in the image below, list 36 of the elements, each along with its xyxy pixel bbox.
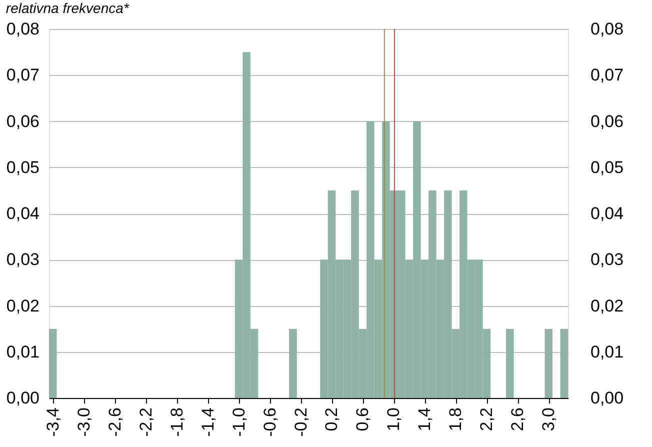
y2-tick-label: 0,06 bbox=[590, 112, 624, 131]
x-tick-label: -3,4 bbox=[43, 408, 62, 437]
x-tick-label: -0,6 bbox=[260, 408, 280, 437]
y-tick-label: 0,02 bbox=[6, 296, 40, 316]
y2-tick-label: 0,07 bbox=[590, 66, 624, 85]
y-tick-label: 0,01 bbox=[6, 342, 40, 362]
x-tick-label: -1,0 bbox=[229, 408, 248, 437]
x-tick-label: 2,2 bbox=[477, 408, 496, 432]
y2-tick-label: 0,01 bbox=[590, 342, 624, 362]
y2-tick-label: 0,02 bbox=[590, 296, 624, 316]
x-tick-label: 0,6 bbox=[353, 408, 372, 432]
y-tick-label: 0,08 bbox=[6, 20, 40, 38]
y-tick-label: 0,00 bbox=[6, 388, 40, 408]
y2-tick-label: 0,05 bbox=[590, 158, 624, 177]
y-tick-label: 0,07 bbox=[6, 66, 40, 85]
x-tick-label: -0,2 bbox=[291, 408, 310, 437]
x-tick-label: 1,8 bbox=[446, 408, 466, 432]
x-tick-label: 2,6 bbox=[508, 408, 528, 432]
y2-tick-label: 0,03 bbox=[590, 250, 624, 270]
x-tick-label: -1,8 bbox=[167, 408, 186, 437]
y-tick-label: 0,05 bbox=[6, 158, 40, 177]
x-tick-label: 1,4 bbox=[415, 408, 434, 432]
y2-tick-label: 0,08 bbox=[590, 20, 624, 38]
x-tick-label: -2,6 bbox=[105, 408, 124, 437]
x-tick-label: -1,4 bbox=[198, 408, 218, 437]
x-tick-label: -3,0 bbox=[74, 408, 94, 437]
x-tick-label: 3,0 bbox=[539, 408, 558, 432]
y-axis-title: relativna frekvenca* bbox=[6, 0, 130, 16]
x-tick-label: 1,0 bbox=[384, 408, 404, 432]
y-tick-label: 0,06 bbox=[6, 112, 40, 131]
y-tick-label: 0,03 bbox=[6, 250, 40, 270]
y2-tick-label: 0,04 bbox=[590, 204, 624, 223]
y2-tick-label: 0,00 bbox=[590, 388, 624, 408]
x-tick-label: -2,2 bbox=[136, 408, 156, 437]
x-tick-label: 0,2 bbox=[322, 408, 342, 432]
y-tick-label: 0,04 bbox=[6, 204, 40, 223]
